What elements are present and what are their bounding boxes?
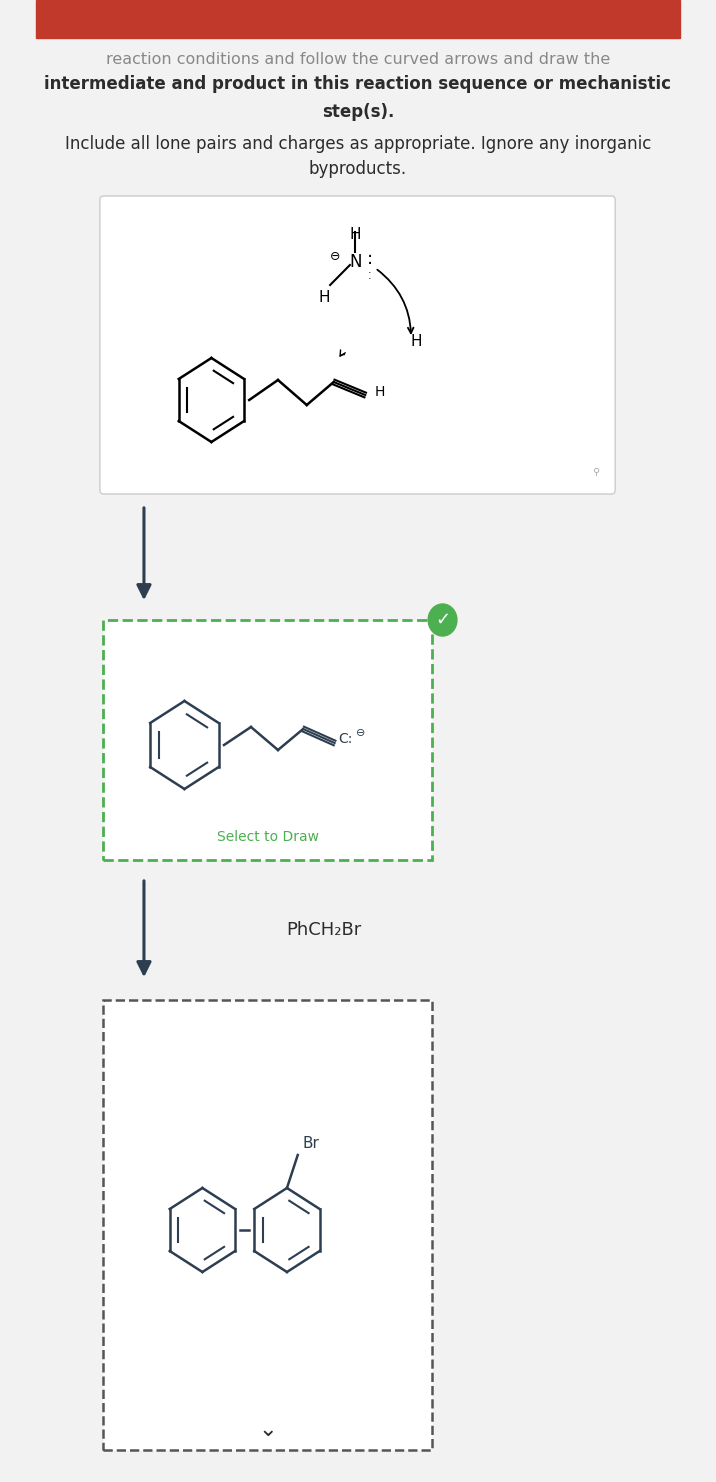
Text: ⊖: ⊖: [330, 249, 341, 262]
FancyBboxPatch shape: [104, 1000, 432, 1449]
Text: Br: Br: [302, 1137, 319, 1152]
Circle shape: [428, 605, 457, 636]
Text: C:: C:: [338, 732, 352, 745]
Text: ⌄: ⌄: [258, 1420, 277, 1441]
Text: step(s).: step(s).: [321, 104, 395, 122]
FancyBboxPatch shape: [100, 196, 615, 494]
FancyBboxPatch shape: [104, 619, 432, 860]
Text: byproducts.: byproducts.: [309, 160, 407, 178]
Text: :: :: [367, 250, 373, 268]
Text: Select to Draw: Select to Draw: [217, 830, 319, 845]
Text: .: .: [368, 271, 372, 282]
Text: ⚲: ⚲: [592, 467, 599, 477]
Text: reaction conditions and follow the curved arrows and draw the: reaction conditions and follow the curve…: [106, 52, 610, 67]
Text: .: .: [368, 265, 372, 276]
Text: PhCH₂Br: PhCH₂Br: [286, 920, 362, 940]
Text: ✓: ✓: [435, 611, 450, 628]
Bar: [36, 0, 680, 39]
Text: Include all lone pairs and charges as appropriate. Ignore any inorganic: Include all lone pairs and charges as ap…: [65, 135, 651, 153]
Text: H: H: [349, 227, 361, 242]
Text: H: H: [374, 385, 384, 399]
Text: intermediate and product in this reaction sequence or mechanistic: intermediate and product in this reactio…: [44, 76, 672, 93]
Text: ⊖: ⊖: [356, 728, 366, 738]
Text: H: H: [411, 335, 422, 350]
Text: H: H: [319, 290, 331, 305]
Text: N: N: [349, 253, 362, 271]
